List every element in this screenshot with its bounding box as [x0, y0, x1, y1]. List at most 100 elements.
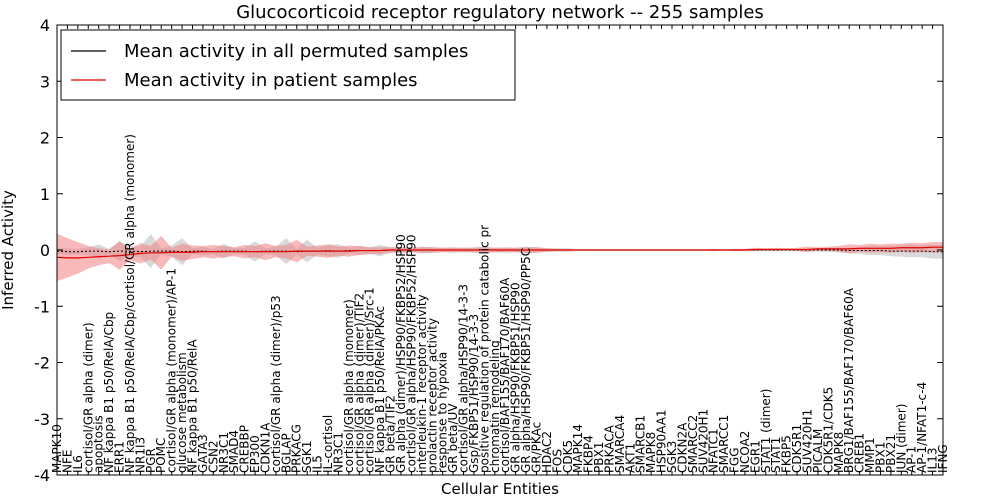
x-tick-label: GR beta/UV	[446, 403, 460, 473]
x-tick-label: FOS	[550, 449, 564, 473]
x-tick-label: IFNG	[936, 444, 950, 473]
x-tick-label: SMARCC2	[686, 415, 700, 473]
x-tick-label: CREBBP	[238, 425, 252, 473]
legend-label: Mean activity in all permuted samples	[124, 41, 468, 62]
x-tick-label: cortisol/GR alpha (dimer)	[81, 322, 95, 473]
x-tick-label: PRKACA	[602, 424, 616, 473]
x-tick-label: AKT1	[623, 443, 637, 473]
chart-title: Glucocorticoid receptor regulatory netwo…	[236, 2, 764, 23]
x-tick-label: GR alpha/HSP90/FKBP51/HSP90	[509, 282, 523, 473]
x-tick-label: PGR	[144, 448, 158, 473]
x-tick-label: PBX1	[592, 442, 606, 473]
x-tick-label: CDKN1A	[258, 422, 272, 473]
y-tick-label: -4	[34, 466, 50, 485]
x-tick-label: GR/PKAc	[529, 422, 543, 473]
x-tick-label: CDK5R1	[790, 424, 804, 473]
x-tick-label: SGK1	[300, 441, 314, 473]
x-tick-label: cortisol/GR alpha/HSP90/14-3-3	[457, 284, 471, 473]
x-tick-label: PBX1	[873, 442, 887, 473]
x-tick-label: NCOA2	[738, 431, 752, 473]
y-axis: -4 -3 -2 -1 0 1 2 3 4	[34, 16, 943, 485]
x-tick-label: interleukin-1 receptor activity	[415, 294, 429, 473]
x-tick-label: cortisol/GR alpha/HSP90/FKBP52/HSP90	[404, 234, 418, 473]
x-tick-label: cortisol/GR alpha (dimer)/Src-1	[363, 287, 377, 473]
x-tick-label: CREB1	[853, 433, 867, 473]
x-tick-label: SMAD4	[227, 430, 241, 473]
x-tick-label: IL6	[71, 455, 85, 473]
activity-lines	[56, 246, 943, 259]
legend-label: Mean activity in patient samples	[124, 70, 418, 91]
x-tick-label: SGK3	[665, 441, 679, 473]
x-tick-label: MAPK14	[571, 424, 585, 473]
x-tick-label: IL-cortisol	[321, 415, 335, 473]
x-tick-label: FGG	[728, 448, 742, 474]
x-tick-label: PBX21	[884, 434, 898, 473]
x-tick-label: NF kappa B1 p50/RelA/PKAc	[373, 306, 387, 473]
y-tick-label: -2	[34, 354, 50, 373]
y-axis-label: Inferred Activity	[0, 190, 17, 310]
x-tick-label: ERR1	[113, 441, 127, 473]
x-tick-label: chromatin remodeling	[488, 340, 502, 473]
x-tick-label: BRG1/BAF155/BAF170/BAF60A	[842, 287, 856, 473]
x-tick-label: MAPK8	[644, 432, 658, 473]
x-tick-label: MAPK10	[50, 424, 64, 473]
x-tick-label: GATA3	[196, 434, 210, 473]
x-tick-label: cortisol/GR alpha (monomer)	[342, 299, 356, 473]
x-tick-label: STAT1 (dimer)	[759, 389, 773, 473]
x-tick-label: POMC	[154, 438, 168, 473]
x-tick-label: Gsp/FKBP51/HSP90/14-3-3	[467, 314, 481, 473]
x-tick-label: STAT1	[769, 437, 783, 473]
x-tick-label: cortisol/GR alpha (dimer)/TIF2	[352, 293, 366, 473]
x-tick-label: JUN (dimer)	[894, 404, 908, 474]
x-tick-label: CDK5R1/CDK5	[821, 387, 835, 473]
x-tick-label: NF kappa B1 p50/RelA/Cbp/cortisol/GR alp…	[123, 134, 137, 473]
x-tick-label: NR3C1	[331, 432, 345, 473]
y-tick-label: 0	[40, 241, 50, 260]
x-tick-label: SMARCB1	[634, 415, 648, 473]
y-tick-label: 4	[40, 16, 50, 35]
x-tick-label: NFATC1	[707, 428, 721, 473]
x-tick-label: SUV420H1	[696, 409, 710, 473]
y-tick-label: 2	[40, 129, 50, 148]
x-tick-label: PICALM	[811, 429, 825, 473]
y-tick-label: 3	[40, 72, 50, 91]
x-tick-label: AP-1/NFAT1-c-4	[915, 382, 929, 473]
x-tick-label: apoptosis	[92, 415, 106, 473]
x-tick-label: HSP90AA1	[655, 409, 669, 473]
x-tick-label: MMP1	[863, 437, 877, 473]
x-tick-label: EP300	[248, 435, 262, 473]
x-tick-label: BGLAP	[279, 433, 293, 473]
x-tick-label: CSN2	[206, 440, 220, 473]
x-tick-label: response to hypoxia	[436, 352, 450, 473]
x-tick-label: CDK5	[561, 440, 575, 473]
x-tick-label: positive regulation of protein catabolic…	[477, 225, 491, 473]
x-tick-label: IL5	[311, 455, 325, 473]
x-tick-label: FKBP5	[780, 435, 794, 473]
x-tick-label: glucose metabolism	[175, 352, 189, 473]
x-axis-label: Cellular Entities	[441, 480, 559, 498]
x-tick-label: SMARCA4	[613, 415, 627, 473]
x-tick-label: SMARCC1	[717, 415, 731, 473]
x-tick-label: cortisol/BAF155/BAF170/BAF60A	[498, 277, 512, 473]
patient-mean-line	[56, 246, 943, 259]
x-tick-label: NR3C1	[217, 432, 231, 473]
x-tick-label: CDKN2A	[675, 422, 689, 473]
x-tick-label: GR beta/TIF2	[384, 395, 398, 473]
x-tick-label: GR alpha (dimer)/HSP90/FKBP52/HSP90	[394, 234, 408, 473]
x-tick-label: PRKACG	[290, 424, 304, 473]
x-tick-label: NF kappa B1 p50/RelA/Cbp	[102, 312, 116, 473]
legend: Mean activity in all permuted samples Mea…	[60, 29, 516, 101]
x-tick-label: NR1I3	[133, 437, 147, 473]
x-tick-label: prolactin receptor activity	[425, 318, 439, 473]
x-tick-label: FKBP4	[582, 435, 596, 473]
x-tick-label: cortisol/GR alpha (monomer)/AP-1	[165, 268, 179, 473]
x-tick-label: EGR1	[748, 440, 762, 473]
x-tick-label: MAPK8	[832, 432, 846, 473]
y-tick-label: -3	[34, 410, 50, 429]
y-tick-label: -1	[34, 297, 50, 316]
x-tick-label: cortisol/GR alpha (dimer)/p53	[269, 295, 283, 473]
x-tick-label: AP-1	[905, 446, 919, 473]
y-tick-label: 1	[40, 185, 50, 204]
